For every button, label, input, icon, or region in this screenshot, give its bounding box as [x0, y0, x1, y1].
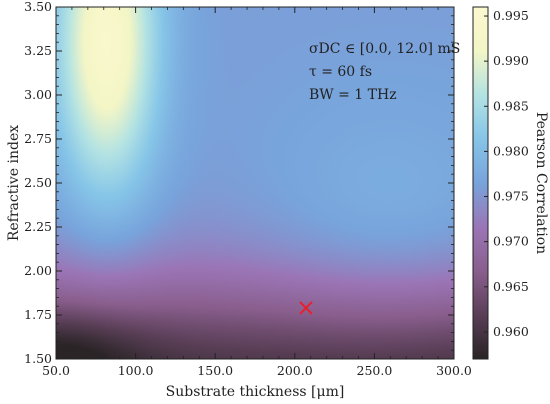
x-axis-ticks: 50.0 100.0 150.0 200.0 250.0 300.0: [42, 7, 472, 378]
y-tick-label: 3.25: [24, 43, 52, 58]
y-tick-label: 2.00: [24, 263, 52, 278]
marker-stroke-b: [299, 301, 313, 315]
y-tick-label: 2.75: [24, 131, 52, 146]
colorbar-tick-label: 0.995: [493, 8, 529, 23]
colorbar-tick-label: 0.960: [493, 324, 529, 339]
colorbar-tick-label: 0.985: [493, 98, 529, 113]
y-tick-label: 1.50: [24, 351, 52, 366]
colorbar-tick-label: 0.970: [493, 234, 529, 249]
x-tick-label: 50.0: [42, 363, 70, 378]
x-tick-label: 200.0: [277, 363, 313, 378]
y-tick-label: 1.75: [24, 307, 52, 322]
annotation-line-1: σDC ∈ [0.0, 12.0] mS: [309, 41, 460, 57]
plot-frame: [55, 6, 489, 360]
x-tick-label: 150.0: [197, 363, 233, 378]
colorbar-label: Pearson Correlation: [533, 112, 549, 254]
annotation-line-3: BW = 1 THz: [309, 87, 397, 103]
x-tick-label: 100.0: [118, 363, 154, 378]
optimum-marker: [299, 301, 313, 315]
y-tick-label: 3.50: [24, 0, 52, 14]
y-tick-label: 2.50: [24, 175, 52, 190]
parameter-annotation: σDC ∈ [0.0, 12.0] mS τ = 60 fs BW = 1 TH…: [309, 41, 460, 103]
x-tick-label: 250.0: [357, 363, 393, 378]
colorbar-tick-label: 0.965: [493, 279, 529, 294]
y-axis-label: Refractive index: [6, 125, 22, 241]
plot-border: [55, 6, 455, 360]
heatmap-image: [56, 7, 454, 359]
y-axis-ticks: 1.50 1.75 2.00 2.25 2.50 2.75 3.00 3.25 3.50: [24, 0, 454, 366]
y-tick-label: 2.25: [24, 219, 52, 234]
colorbar-border: [472, 6, 489, 360]
colorbar-gradient: [473, 7, 488, 359]
annotation-line-2: τ = 60 fs: [309, 64, 372, 80]
x-axis-label: Substrate thickness [μm]: [166, 384, 345, 400]
x-tick-label: 300.0: [436, 363, 472, 378]
colorbar-ticks: 0.960 0.965 0.970 0.975 0.980 0.985 0.990 0.995: [484, 8, 529, 339]
colorbar-tick-label: 0.975: [493, 189, 529, 204]
colorbar-tick-label: 0.990: [493, 53, 529, 68]
y-tick-label: 3.00: [24, 87, 52, 102]
colorbar-tick-label: 0.980: [493, 143, 529, 158]
